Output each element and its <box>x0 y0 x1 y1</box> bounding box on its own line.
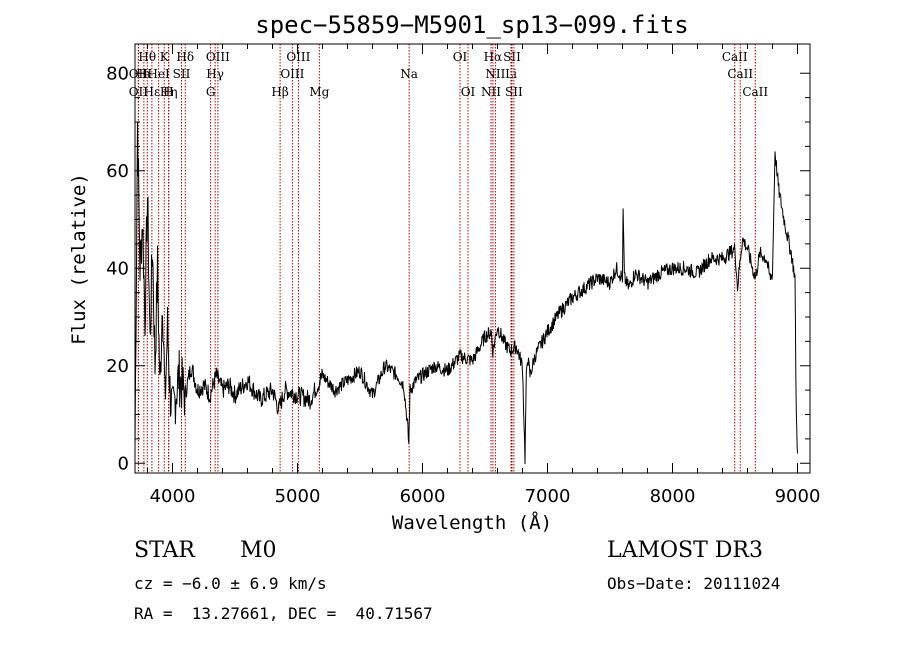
spectral-line-label-12: SII <box>173 67 191 81</box>
series-line-0 <box>134 121 798 465</box>
y-tick-label-2: 40 <box>106 258 129 279</box>
spectral-line-label-20: Hε <box>144 85 161 99</box>
x-tick-label-2: 6000 <box>400 486 446 507</box>
spectral-line-label-11: HeI <box>147 67 170 81</box>
x-axis-label: Wavelength (Å) <box>392 511 552 534</box>
spectral-line-label-27: NII <box>481 85 501 99</box>
spectral-line-label-19: OII <box>129 85 149 99</box>
x-tick-label-0: 4000 <box>150 486 196 507</box>
spectral-line-label-26: OI <box>461 85 476 99</box>
spectral-line-label-29: CaII <box>742 85 768 99</box>
spectral-line-label-10: Hι <box>136 67 151 81</box>
object-subclass: M0 <box>240 538 277 563</box>
spectral-line-label-7: SII <box>503 50 521 64</box>
spectral-line-label-6: Hα <box>484 50 503 64</box>
chart-title: spec−55859−M5901_sp13−099.fits <box>255 11 688 39</box>
spectral-line-label-16: NII <box>485 67 505 81</box>
x-tick-label-5: 9000 <box>775 486 821 507</box>
ra-dec-coordinates: RA = 13.27661, DEC = 40.71567 <box>134 604 433 623</box>
object-class: STAR <box>134 538 195 563</box>
x-tick-label-4: 8000 <box>650 486 696 507</box>
spectral-line-label-0: Hθ <box>138 50 156 64</box>
spectral-line-label-17: Li <box>505 67 517 81</box>
spectral-line-label-13: Hγ <box>206 67 224 81</box>
y-tick-label-1: 20 <box>106 356 129 377</box>
spectral-line-label-18: CaII <box>727 67 753 81</box>
spectral-line-label-3: OIII <box>206 50 230 64</box>
spectral-line-label-15: Na <box>400 67 418 81</box>
spectral-line-label-23: G <box>206 85 216 99</box>
redshift-cz: cz = −6.0 ± 6.9 km/s <box>134 574 327 593</box>
spectral-line-label-1: K <box>160 50 170 64</box>
spectral-line-label-14: OIII <box>280 67 304 81</box>
y-tick-label-0: 0 <box>118 453 129 474</box>
x-tick-label-3: 7000 <box>525 486 571 507</box>
y-tick-label-3: 60 <box>106 161 129 182</box>
spectral-line-label-4: OIII <box>286 50 310 64</box>
spectral-line-label-24: Hβ <box>271 85 288 99</box>
observation-date: Obs−Date: 20111024 <box>607 574 781 593</box>
spectral-line-label-8: CaII <box>722 50 748 64</box>
spectral-line-label-2: Hδ <box>176 50 194 64</box>
survey-name: LAMOST DR3 <box>607 538 763 563</box>
x-tick-label-1: 5000 <box>275 486 321 507</box>
spectral-line-label-25: Mg <box>309 85 329 99</box>
y-tick-label-4: 80 <box>106 63 129 84</box>
spectral-line-label-5: OI <box>453 50 468 64</box>
spectral-line-label-22: H <box>163 85 173 99</box>
spectral-line-label-28: SII <box>505 85 523 99</box>
y-axis-label: Flux (relative) <box>68 173 90 345</box>
